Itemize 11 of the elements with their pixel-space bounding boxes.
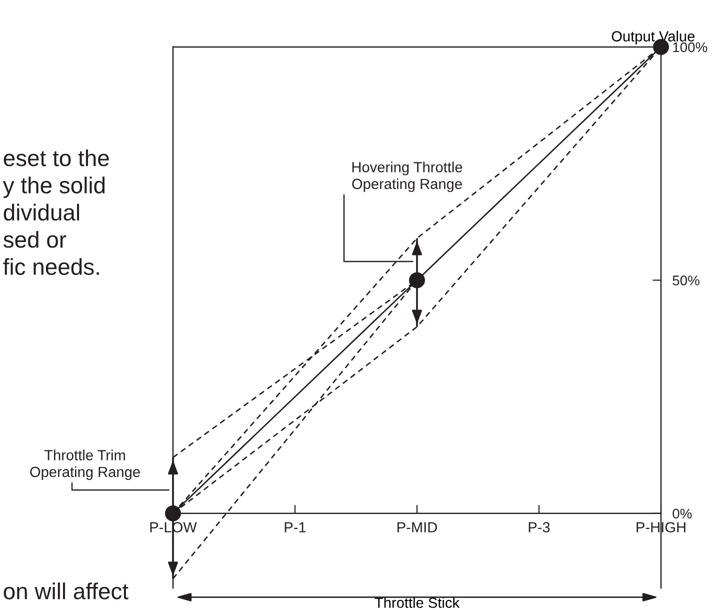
- text: eset to the y the solid dividual sed or fic needs.: [2, 149, 109, 275]
- y-tick-label: 50%: [672, 276, 700, 286]
- x-tick-label: P-MID: [398, 522, 437, 532]
- annotation: Hovering Throttle Operating Range: [352, 162, 462, 192]
- x-tick-label: P-3: [528, 522, 550, 532]
- x-tick-label: P-1: [284, 522, 306, 532]
- text: on will affect: [4, 582, 128, 600]
- y-tick-label: 100%: [673, 42, 708, 52]
- annotation: Throttle Trim Operating Range: [30, 450, 140, 480]
- x-axis-title: Throttle Stick: [374, 597, 460, 608]
- y-tick-label: 0%: [672, 508, 692, 519]
